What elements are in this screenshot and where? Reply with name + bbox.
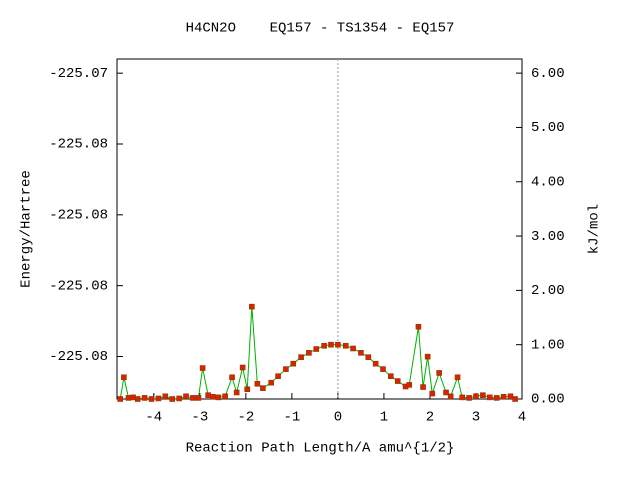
data-point xyxy=(290,360,297,367)
data-point xyxy=(233,389,240,396)
x-axis-label: Reaction Path Length/A amu^{1/2} xyxy=(186,441,455,457)
y2-tick-label: 5.00 xyxy=(531,120,565,136)
data-point xyxy=(121,374,127,381)
data-point xyxy=(183,393,189,400)
data-point xyxy=(388,373,394,379)
x-tick-label: -4 xyxy=(145,410,162,426)
data-point xyxy=(436,370,442,376)
data-point xyxy=(190,395,196,401)
plot-frame xyxy=(116,58,523,400)
data-point xyxy=(447,393,454,400)
data-point xyxy=(254,380,261,387)
data-point xyxy=(342,342,349,349)
data-point xyxy=(424,353,431,360)
data-point xyxy=(454,374,461,381)
data-point xyxy=(169,396,176,402)
x-tick-label: 0 xyxy=(334,410,342,426)
x-tick-label: 1 xyxy=(380,410,388,426)
y2-tick-label: 6.00 xyxy=(531,66,565,82)
data-point xyxy=(298,354,304,360)
y-tick-label: -225.07 xyxy=(49,66,108,82)
data-point xyxy=(148,396,155,402)
data-point xyxy=(358,350,364,356)
data-point xyxy=(205,392,211,398)
data-point xyxy=(365,354,372,360)
data-point xyxy=(176,395,182,402)
x-tick-label: -2 xyxy=(237,410,254,426)
data-point xyxy=(244,386,251,393)
data-point xyxy=(394,378,401,384)
data-point xyxy=(350,345,356,352)
data-point xyxy=(480,392,486,398)
data-point xyxy=(222,393,228,400)
y2-tick-label: 3.00 xyxy=(531,229,565,245)
data-point xyxy=(117,396,124,402)
data-point xyxy=(406,382,413,388)
x-tick-label: 2 xyxy=(426,410,434,426)
data-point xyxy=(313,346,320,352)
data-point xyxy=(500,394,507,400)
data-point xyxy=(141,395,148,401)
data-point xyxy=(328,341,334,348)
y2-tick-label: 1.00 xyxy=(531,337,565,353)
data-point xyxy=(335,341,341,348)
data-point xyxy=(283,366,289,372)
data-point xyxy=(372,360,379,367)
data-point xyxy=(209,394,216,400)
data-point xyxy=(215,394,222,401)
x-tick-label: 3 xyxy=(472,410,480,426)
data-point xyxy=(493,395,500,401)
data-point xyxy=(473,393,479,400)
data-point xyxy=(275,373,281,379)
data-point xyxy=(380,366,386,372)
data-point xyxy=(429,390,436,397)
data-point xyxy=(459,394,465,401)
data-point xyxy=(306,350,312,356)
y2-tick-label: 2.00 xyxy=(531,283,565,299)
data-point xyxy=(249,303,255,310)
y-tick-label: -225.08 xyxy=(49,278,108,294)
data-point xyxy=(134,396,141,402)
data-point xyxy=(268,379,274,386)
data-point xyxy=(195,395,202,401)
y-tick-label: -225.08 xyxy=(49,137,108,153)
y-tick-label: -225.08 xyxy=(49,349,108,365)
data-point xyxy=(199,365,206,371)
y-axis-label: Energy/Hartree xyxy=(19,170,35,288)
data-point xyxy=(162,393,169,400)
data-point xyxy=(512,396,518,402)
data-point xyxy=(486,394,493,401)
x-tick-label: -1 xyxy=(283,410,300,426)
data-point xyxy=(155,395,162,402)
data-point xyxy=(443,389,449,396)
data-point xyxy=(321,342,327,349)
data-point xyxy=(466,395,472,401)
x-tick-label: -3 xyxy=(191,410,208,426)
data-point xyxy=(125,395,132,401)
y-tick-label: -225.08 xyxy=(49,208,108,224)
data-point xyxy=(507,393,514,400)
data-point xyxy=(260,385,266,391)
data-point xyxy=(415,323,422,330)
data-point xyxy=(229,374,235,381)
y2-tick-label: 0.00 xyxy=(531,392,565,408)
y2-axis-label: kJ/mol xyxy=(587,204,603,254)
data-point xyxy=(239,364,246,371)
data-point xyxy=(130,394,136,401)
data-point xyxy=(420,384,426,390)
chart-title: H4CN2O EQ157 - TS1354 - EQ157 xyxy=(186,21,455,37)
series-line xyxy=(119,306,516,400)
x-tick-label: 4 xyxy=(518,410,526,426)
y2-tick-label: 4.00 xyxy=(531,174,565,190)
